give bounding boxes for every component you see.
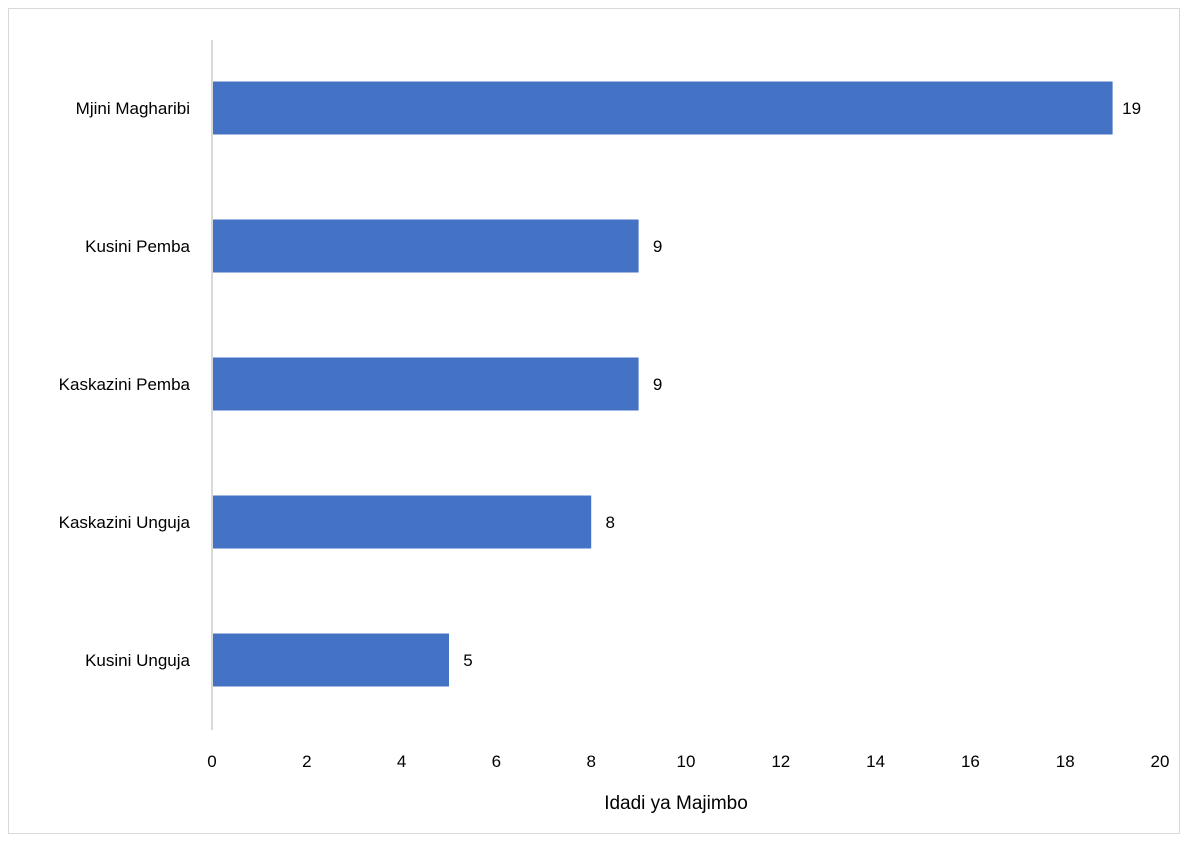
x-tick-label: 18 [1056, 752, 1075, 771]
x-tick-label: 20 [1151, 752, 1170, 771]
data-label: 8 [605, 513, 614, 532]
data-label: 9 [653, 237, 662, 256]
category-label: Kaskazini Unguja [59, 513, 191, 532]
x-tick-labels-layer: 0 2 4 6 8 10 12 14 16 18 20 [207, 752, 1169, 771]
bar [212, 81, 1113, 135]
x-tick-label: 8 [586, 752, 595, 771]
category-label: Kusini Unguja [85, 651, 190, 670]
category-labels-layer: Mjini Magharibi Kusini Pemba Kaskazini Pem… [59, 99, 191, 670]
category-label: Kaskazini Pemba [59, 375, 191, 394]
data-labels-layer: 19 9 9 8 5 [463, 99, 1141, 670]
data-label: 5 [463, 651, 472, 670]
x-tick-label: 14 [866, 752, 885, 771]
chart-frame [8, 8, 1180, 834]
x-tick-label: 12 [771, 752, 790, 771]
x-axis-title: Idadi ya Majimbo [604, 793, 748, 814]
x-tick-label: 0 [207, 752, 216, 771]
data-label: 9 [653, 375, 662, 394]
bar [212, 633, 449, 687]
category-label: Kusini Pemba [85, 237, 190, 256]
bar [212, 219, 639, 273]
bar [212, 357, 639, 411]
x-tick-label: 6 [492, 752, 501, 771]
bar [212, 495, 592, 549]
x-tick-label: 10 [677, 752, 696, 771]
x-tick-label: 2 [302, 752, 311, 771]
bars-layer [212, 81, 1113, 687]
x-tick-label: 4 [397, 752, 406, 771]
data-label: 19 [1122, 99, 1141, 118]
category-label: Mjini Magharibi [76, 99, 190, 118]
x-tick-label: 16 [961, 752, 980, 771]
